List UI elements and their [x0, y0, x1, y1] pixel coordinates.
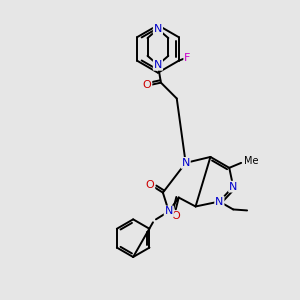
Text: N: N: [154, 60, 162, 70]
Text: N: N: [154, 24, 162, 34]
Text: O: O: [143, 80, 152, 90]
Text: F: F: [184, 53, 190, 63]
Text: O: O: [171, 212, 180, 221]
Text: N: N: [165, 206, 173, 216]
Text: N: N: [182, 158, 190, 168]
Text: N: N: [229, 182, 237, 192]
Text: O: O: [146, 180, 154, 190]
Text: N: N: [215, 196, 224, 206]
Text: Me: Me: [244, 156, 259, 166]
